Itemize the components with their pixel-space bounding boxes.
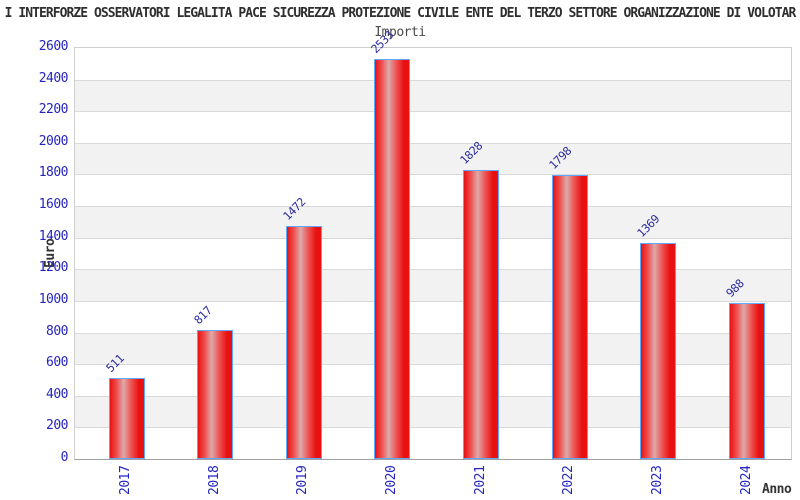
y-tick-label: 2000 (38, 133, 69, 149)
plot-band (75, 332, 791, 365)
chart-subtitle: Importi (374, 25, 426, 40)
x-axis-title: Anno (762, 482, 792, 497)
x-tick-label: 2022 (561, 465, 577, 495)
y-tick-label: 2200 (38, 102, 69, 118)
bar (551, 174, 588, 459)
x-tick-label: 2023 (649, 465, 665, 495)
x-tick-label: 2021 (472, 465, 488, 495)
plot-band (75, 79, 791, 112)
x-tick-label: 2019 (295, 465, 311, 495)
plot-area: 511 817 1472 2533 1828 1798 1369 988 (74, 28, 792, 460)
y-tick-label: 0 (60, 450, 69, 465)
y-tick-label: 800 (46, 323, 68, 339)
gridline (75, 111, 791, 113)
gridline (75, 206, 791, 208)
bar-value-label: 817 (191, 303, 215, 327)
plot-band (75, 269, 791, 301)
gridline (75, 395, 791, 397)
chart-title: I INTERFORZE OSSERVATORI LEGALITA PACE S… (4, 6, 797, 21)
x-tick-label: 2020 (383, 465, 399, 495)
y-tick-label: 200 (46, 418, 68, 434)
bar (374, 58, 411, 459)
gridline (75, 300, 791, 302)
gridline (75, 79, 791, 81)
bar (729, 302, 766, 459)
plot-band (75, 142, 791, 175)
gridline (75, 427, 791, 429)
x-tick-label: 2018 (206, 465, 222, 495)
y-tick-label: 400 (46, 386, 68, 402)
gridline (75, 142, 791, 144)
gridline (75, 237, 791, 239)
y-tick-label: 1800 (38, 165, 69, 181)
bar (463, 170, 500, 459)
y-tick-label: 1000 (38, 291, 69, 307)
plot-band (75, 206, 791, 238)
y-tick-label: 1400 (38, 228, 69, 244)
plot-band (75, 395, 791, 428)
gridline (75, 269, 791, 271)
y-tick-label: 1200 (38, 260, 69, 276)
bar (640, 242, 677, 459)
gridline (75, 174, 791, 176)
y-tick-label: 1600 (38, 197, 69, 213)
bar (197, 329, 234, 459)
x-tick-label: 2024 (738, 465, 754, 495)
x-tick-label: 2017 (118, 465, 133, 495)
y-tick-label: 600 (46, 355, 68, 371)
y-tick-label: 2400 (38, 70, 69, 86)
bar (285, 226, 322, 459)
y-tick-label: 2600 (38, 39, 69, 54)
gridline (75, 364, 791, 366)
bar (108, 378, 145, 459)
gridline (75, 332, 791, 334)
